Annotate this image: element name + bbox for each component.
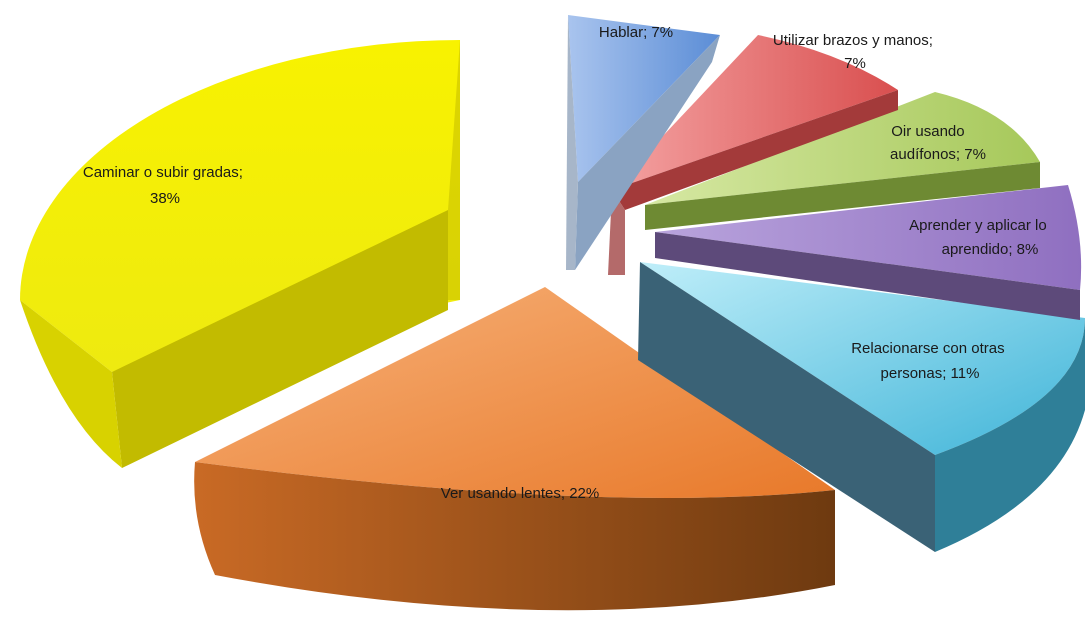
label-aprender-line1: Aprender y aplicar lo	[909, 217, 1047, 234]
label-ver: Ver usando lentes; 22%	[441, 485, 599, 502]
label-caminar-line2: 38%	[150, 190, 180, 207]
slice-ver	[194, 287, 835, 611]
label-caminar-line1: Caminar o subir gradas;	[83, 164, 243, 181]
label-relacionarse: Relacionarse con otras personas; 11%	[851, 340, 1009, 382]
label-utilizar-line1: Utilizar brazos y manos;	[773, 32, 933, 49]
label-hablar-line1: Hablar; 7%	[599, 24, 673, 41]
label-caminar: Caminar o subir gradas; 38%	[83, 164, 247, 207]
slice-relacionarse	[638, 262, 1085, 552]
label-oir: Oir usando audífonos; 7%	[890, 123, 986, 163]
slice-caminar	[20, 40, 460, 468]
label-relacionarse-line2: personas; 11%	[881, 365, 980, 382]
slice-hablar	[566, 15, 720, 270]
slice-aprender	[655, 185, 1082, 320]
label-utilizar: Utilizar brazos y manos; 7%	[773, 32, 937, 72]
label-aprender-line2: aprendido; 8%	[942, 241, 1039, 258]
label-hablar: Hablar; 7%	[599, 24, 673, 41]
label-oir-line1: Oir usando	[891, 123, 964, 140]
label-oir-line2: audífonos; 7%	[890, 146, 986, 163]
label-ver-line1: Ver usando lentes; 22%	[441, 485, 599, 502]
label-aprender: Aprender y aplicar lo aprendido; 8%	[909, 217, 1051, 258]
label-utilizar-line2: 7%	[844, 55, 866, 72]
slice-oir	[645, 92, 1040, 230]
label-relacionarse-line1: Relacionarse con otras	[851, 340, 1004, 357]
